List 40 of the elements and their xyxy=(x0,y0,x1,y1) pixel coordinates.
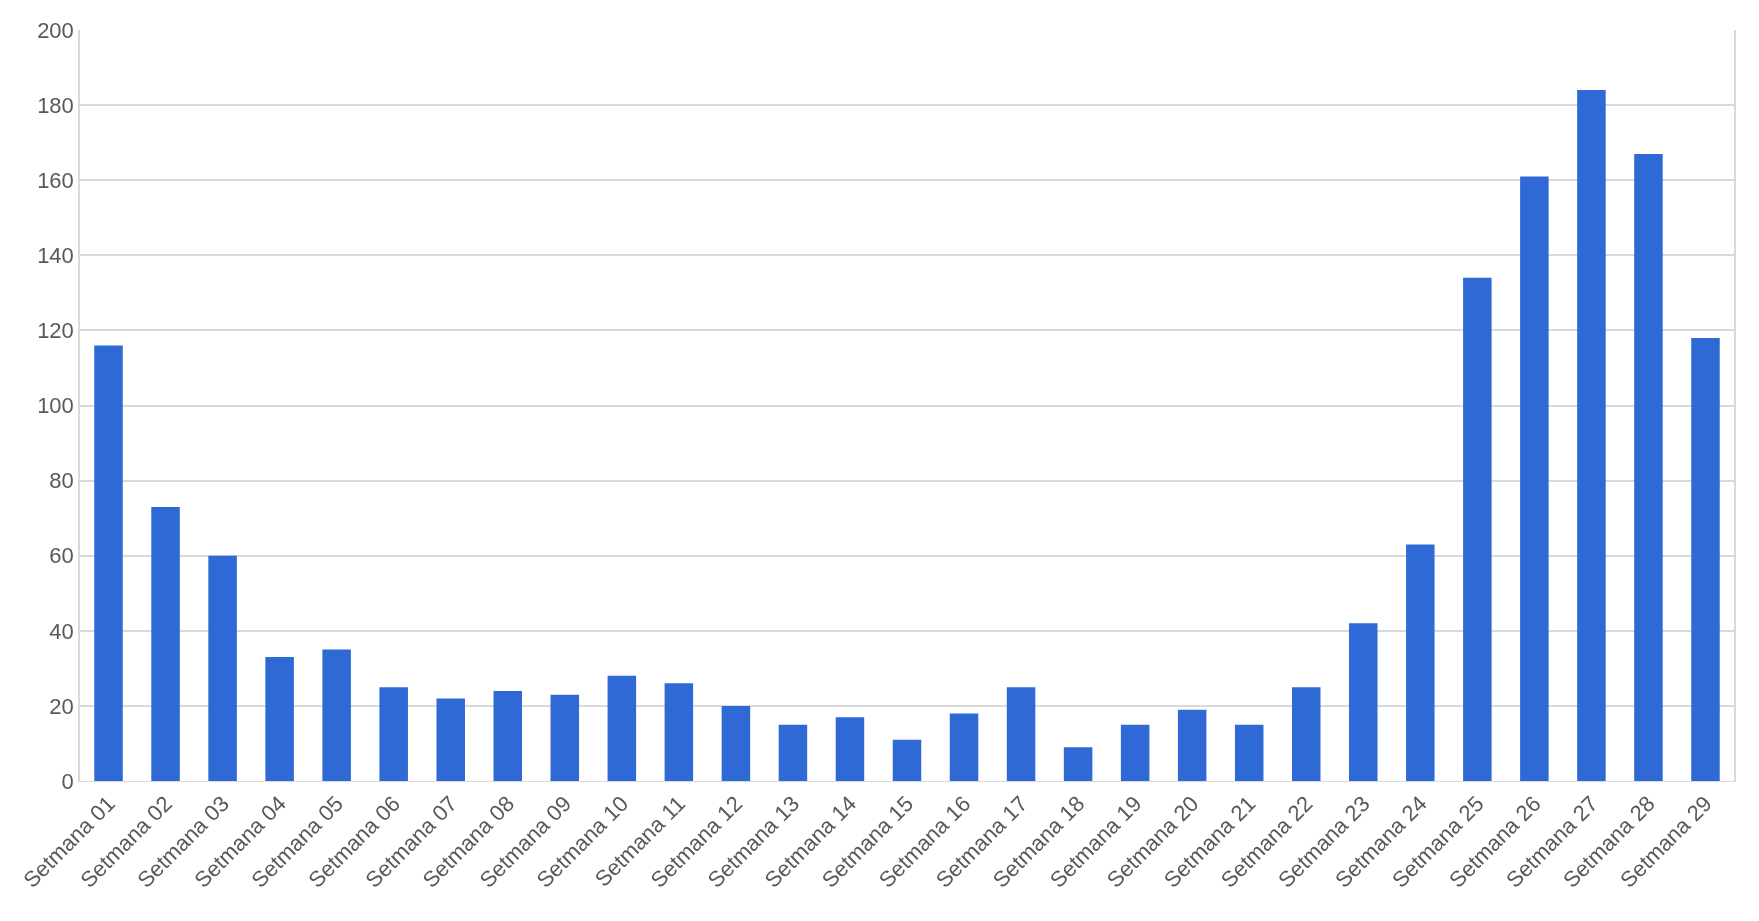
bar xyxy=(1349,623,1378,781)
bar xyxy=(607,675,637,781)
bar xyxy=(721,705,751,781)
y-tick-label: 200 xyxy=(37,17,74,43)
bar xyxy=(1406,544,1435,781)
bar xyxy=(94,345,123,781)
bar xyxy=(949,713,979,781)
bar xyxy=(1120,724,1150,781)
bar xyxy=(892,739,922,781)
y-tick-label: 60 xyxy=(49,543,74,569)
bar xyxy=(1234,724,1264,781)
bar xyxy=(151,506,180,781)
y-tick-label: 180 xyxy=(37,92,74,118)
y-tick-label: 20 xyxy=(49,693,74,719)
bar xyxy=(1577,90,1606,781)
y-tick-label: 80 xyxy=(49,468,74,494)
bar xyxy=(1291,687,1321,781)
y-tick-label: 140 xyxy=(37,243,74,268)
y-tick-label: 120 xyxy=(37,318,74,344)
bar xyxy=(208,555,237,781)
bar xyxy=(1006,687,1036,781)
bar xyxy=(1634,153,1663,781)
bar xyxy=(1520,176,1549,781)
bar xyxy=(664,683,694,781)
bar xyxy=(379,687,408,781)
bar xyxy=(1691,337,1720,781)
bar xyxy=(322,649,351,781)
bar xyxy=(493,690,523,781)
y-tick-label: 160 xyxy=(37,167,74,193)
y-tick-label: 100 xyxy=(37,393,74,419)
bar xyxy=(1177,709,1207,781)
bar xyxy=(778,724,808,781)
bar xyxy=(835,717,865,781)
y-tick-label: 0 xyxy=(61,768,74,794)
bar xyxy=(265,657,294,781)
bar xyxy=(1063,747,1093,781)
y-tick-label: 40 xyxy=(49,618,74,644)
bar xyxy=(436,698,465,781)
bar xyxy=(1463,277,1492,781)
bar xyxy=(550,694,580,781)
